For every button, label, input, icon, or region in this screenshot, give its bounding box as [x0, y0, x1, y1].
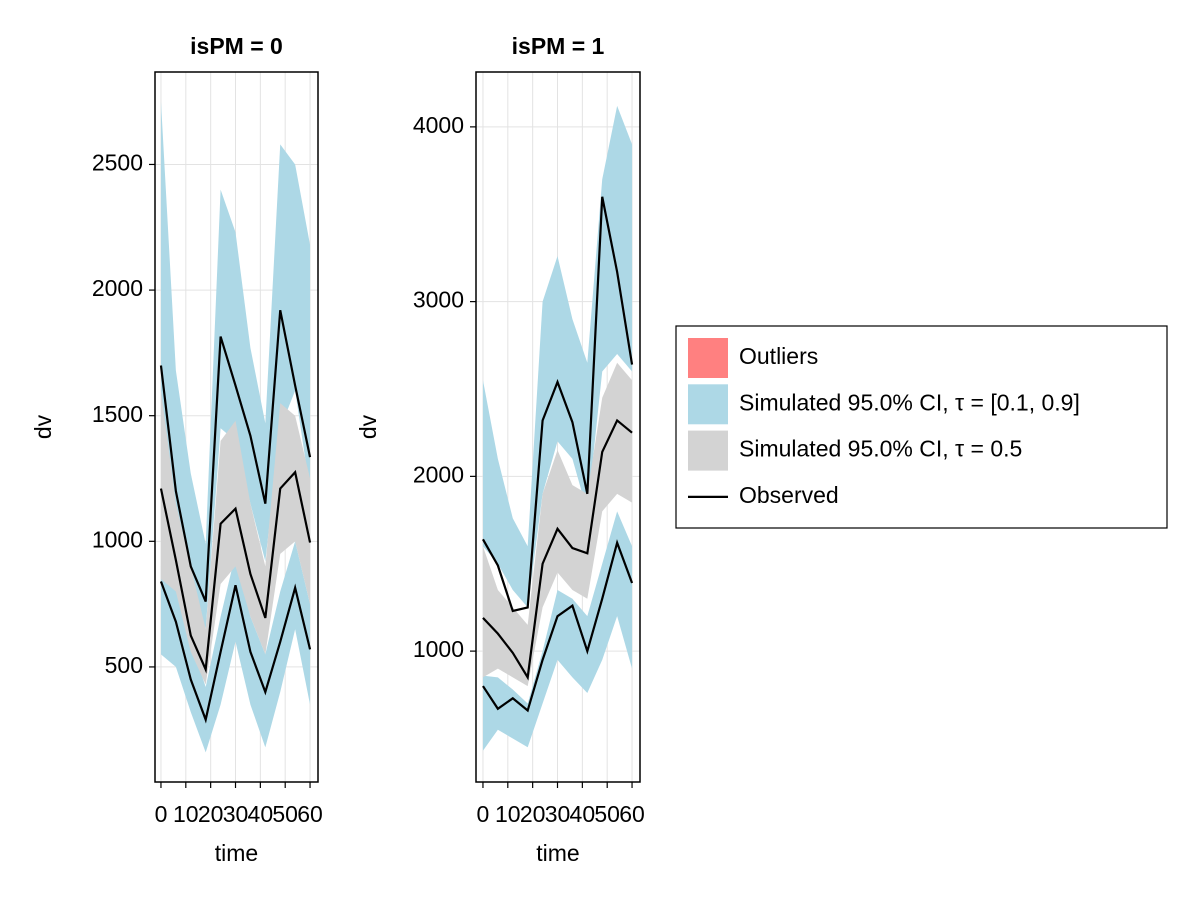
- x-tick-label: 60: [619, 801, 645, 827]
- legend: Outliers Simulated 95.0% CI, τ = [0.1, 0.…: [675, 325, 1168, 529]
- legend-frame: [675, 325, 1168, 529]
- y-tick-label: 1000: [92, 526, 143, 552]
- y-tick-label: 2500: [92, 150, 143, 176]
- legend-label: Simulated 95.0% CI, τ = [0.1, 0.9]: [739, 389, 1080, 415]
- ci-band: [482, 362, 633, 687]
- observed-line: [482, 196, 634, 613]
- y-tick-label: 500: [105, 652, 143, 678]
- y-tick-label: 4000: [413, 112, 464, 138]
- observed-line: [159, 469, 312, 674]
- y-tick-label: 1000: [413, 636, 464, 662]
- panel-title: isPM = 0: [190, 33, 283, 59]
- y-axis-label: dv: [30, 414, 56, 439]
- x-tick-label: 50: [594, 801, 620, 827]
- ci-band: [160, 101, 311, 630]
- legend-swatch: [688, 430, 728, 471]
- y-tick-label: 2000: [413, 461, 464, 487]
- y-tick-label: 1500: [92, 401, 143, 427]
- panel-title: isPM = 1: [512, 33, 605, 59]
- x-tick-label: 20: [520, 801, 546, 827]
- ci-band: [482, 105, 633, 608]
- observed-line: [482, 418, 633, 681]
- x-tick-label: 40: [248, 801, 274, 827]
- observed-line: [482, 539, 634, 713]
- ci-band: [160, 390, 311, 685]
- x-tick-label: 40: [570, 801, 596, 827]
- observed-line: [159, 309, 312, 603]
- x-tick-label: 0: [477, 801, 490, 827]
- x-tick-label: 30: [545, 801, 571, 827]
- legend-label: Simulated 95.0% CI, τ = 0.5: [739, 436, 1022, 462]
- legend-label: Observed: [739, 482, 839, 508]
- x-tick-label: 0: [155, 801, 168, 827]
- x-tick-label: 10: [495, 801, 521, 827]
- plot-frame: [154, 71, 319, 783]
- legend-label: Outliers: [739, 343, 818, 369]
- ci-band: [482, 511, 633, 751]
- x-axis-label: time: [536, 840, 579, 866]
- x-tick-label: 20: [198, 801, 224, 827]
- x-tick-label: 30: [223, 801, 249, 827]
- observed-line: [159, 581, 312, 724]
- x-axis-label: time: [215, 840, 258, 866]
- legend-swatch: [688, 338, 728, 378]
- y-tick-label: 2000: [92, 275, 143, 301]
- x-tick-label: 60: [297, 801, 323, 827]
- x-tick-label: 10: [173, 801, 199, 827]
- y-tick-label: 3000: [413, 287, 464, 313]
- legend-swatch: [688, 384, 728, 425]
- y-axis-label: dv: [355, 414, 381, 439]
- x-tick-label: 50: [272, 801, 298, 827]
